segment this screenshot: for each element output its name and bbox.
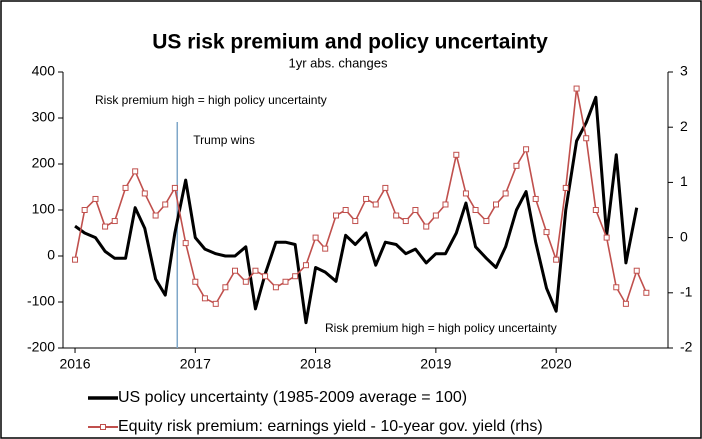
series-marker: [493, 201, 500, 208]
series-marker: [141, 190, 148, 197]
series-marker: [182, 240, 189, 247]
series-marker: [201, 295, 208, 302]
series-marker: [532, 195, 539, 202]
series-marker: [502, 190, 509, 197]
annotation: Risk premium high = high policy uncertai…: [95, 93, 327, 107]
annotation: Risk premium high = high policy uncertai…: [325, 321, 557, 335]
series-marker: [523, 146, 530, 153]
y2-tick-label: 1: [680, 173, 688, 189]
y-tick-label: 100: [32, 201, 56, 217]
series-marker: [573, 85, 580, 92]
series-line: [74, 95, 639, 325]
series-marker: [462, 190, 469, 197]
series-marker: [352, 218, 359, 225]
series-marker: [453, 151, 460, 158]
series-marker: [132, 168, 139, 175]
x-tick-label: 2020: [541, 356, 572, 372]
series-marker: [412, 207, 419, 213]
series-marker: [442, 201, 449, 208]
event-label: Trump wins: [193, 133, 255, 147]
series-marker: [72, 256, 79, 263]
series-marker: [592, 207, 599, 213]
series-marker: [282, 278, 289, 285]
y-tick-label: -200: [27, 339, 55, 355]
legend-label: US policy uncertainty (1985-2009 average…: [118, 389, 467, 406]
series-marker: [162, 201, 169, 208]
series-marker: [603, 234, 610, 241]
series-marker: [222, 284, 229, 291]
series-marker: [171, 184, 178, 191]
series-marker: [122, 184, 129, 191]
series-marker: [382, 184, 389, 191]
series-marker: [432, 212, 439, 219]
series-marker: [543, 229, 550, 236]
series-marker: [262, 273, 269, 280]
series-marker: [363, 195, 370, 202]
series-marker: [372, 201, 379, 208]
series-marker: [231, 267, 238, 274]
y2-tick-label: -1: [680, 284, 693, 300]
series-marker: [81, 207, 88, 213]
series-marker: [102, 223, 109, 230]
x-tick-label: 2018: [300, 356, 331, 372]
series-marker: [333, 212, 340, 219]
y2-tick-label: -2: [680, 339, 693, 355]
series-marker: [562, 184, 569, 191]
series-marker: [393, 212, 400, 219]
y2-tick-label: 3: [680, 63, 688, 79]
series-marker: [192, 278, 199, 285]
x-tick-label: 2016: [59, 356, 90, 372]
series-marker: [613, 284, 620, 291]
y-tick-label: 0: [47, 247, 55, 263]
series-marker: [152, 212, 159, 219]
series-marker: [292, 273, 299, 280]
series-marker: [252, 267, 259, 274]
series-marker: [212, 300, 219, 307]
series-marker: [483, 218, 490, 225]
y-tick-label: 200: [32, 155, 56, 171]
series-marker: [402, 218, 409, 225]
series-marker: [111, 218, 118, 225]
y2-tick-label: 2: [680, 118, 688, 134]
series-marker: [553, 256, 560, 263]
legend-label: Equity risk premium: earnings yield - 10…: [118, 418, 543, 435]
series-marker: [272, 284, 279, 291]
y2-tick-label: 0: [680, 228, 688, 244]
series-marker: [633, 267, 640, 274]
series-marker: [622, 300, 629, 307]
y-tick-label: -100: [27, 293, 55, 309]
series-marker: [513, 162, 520, 169]
series-marker: [242, 278, 249, 285]
chart-title: US risk premium and policy uncertainty: [152, 31, 548, 54]
series-marker: [472, 207, 479, 213]
y-tick-label: 400: [32, 63, 56, 79]
legend-marker: [100, 424, 106, 430]
series-marker: [92, 195, 99, 202]
series-marker: [643, 289, 650, 296]
x-tick-label: 2019: [420, 356, 451, 372]
series-marker: [342, 207, 349, 213]
y-tick-label: 300: [32, 109, 56, 125]
series-marker: [423, 223, 430, 230]
series-marker: [322, 245, 329, 252]
series-marker: [583, 135, 590, 142]
x-tick-label: 2017: [180, 356, 211, 372]
series-marker: [312, 234, 319, 241]
chart-subtitle: 1yr abs. changes: [288, 55, 388, 70]
series-line: [74, 87, 648, 305]
series-marker: [302, 262, 309, 269]
